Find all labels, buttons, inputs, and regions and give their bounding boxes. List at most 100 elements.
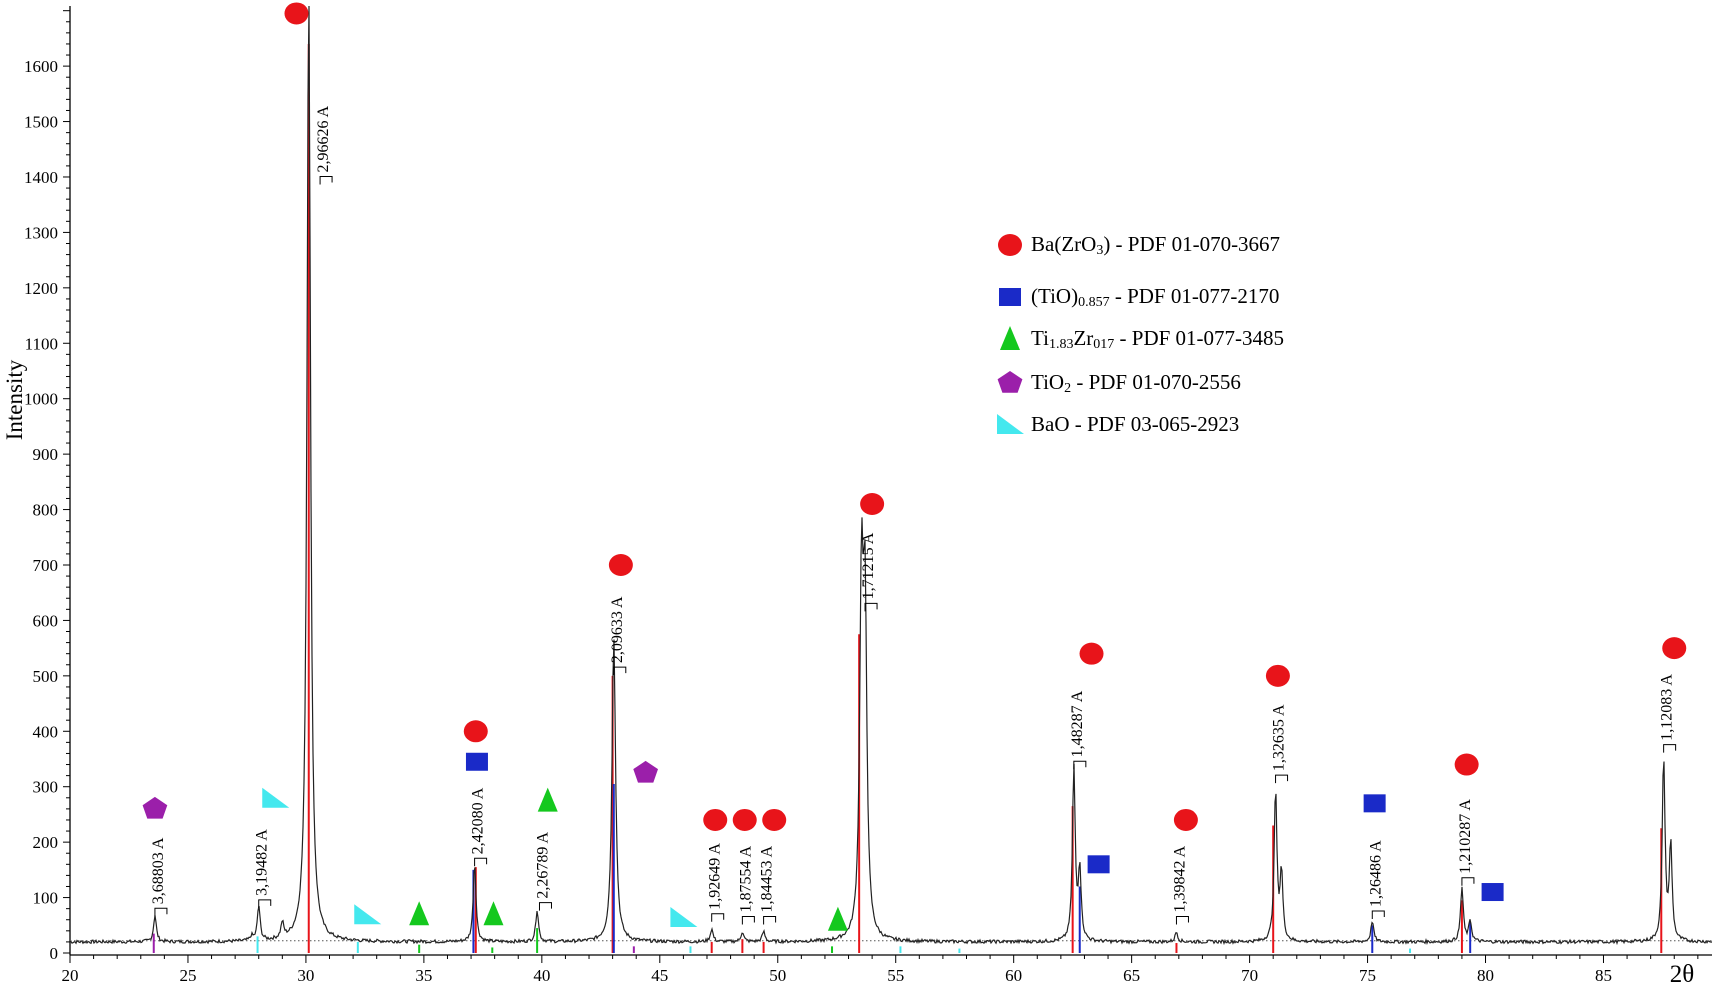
peak-label-bracket [1371, 910, 1385, 919]
x-tick-label: 80 [1477, 966, 1494, 984]
legend-text: - PDF 01-077-3485 [1114, 325, 1285, 350]
legend-wedge-icon [997, 414, 1024, 434]
legend-subscript: 2 [1064, 380, 1072, 396]
triangle-marker [483, 901, 504, 926]
x-tick-label: 45 [651, 966, 668, 984]
legend-subscript: 017 [1093, 336, 1115, 352]
legend-subscript: 1.83 [1048, 336, 1074, 352]
peak-label: 1,32635 A [1271, 704, 1288, 771]
circle-marker [608, 553, 633, 576]
pentagon-marker [633, 760, 658, 783]
circle-marker [860, 493, 885, 516]
circle-marker [762, 808, 787, 831]
legend-subscript: 0.857 [1078, 294, 1110, 310]
square-marker [465, 752, 488, 771]
circle-marker [1454, 753, 1479, 776]
wedge-marker [354, 904, 382, 925]
legend-text: TiO [1031, 369, 1065, 394]
x-tick-label: 40 [533, 966, 550, 984]
legend-text: Ti [1031, 325, 1049, 350]
legend-circle-icon [998, 234, 1022, 256]
legend-symbol [997, 371, 1023, 393]
y-tick-label: 800 [33, 501, 59, 520]
circle-marker [1079, 642, 1104, 665]
y-tick-label: 900 [33, 445, 59, 464]
peak-label: 1,210287 A [1457, 799, 1474, 874]
legend-label: BaO - PDF 03-065-2923 [1031, 412, 1239, 437]
circle-marker [463, 720, 488, 743]
square-marker [1087, 855, 1110, 874]
legend-text: Ba(ZrO [1031, 231, 1097, 256]
y-axis-label: Intensity [2, 359, 27, 440]
legend-symbol [999, 288, 1021, 306]
triangle-marker [409, 901, 430, 926]
x-tick-label: 60 [1005, 966, 1022, 984]
peak-label: 2,96626 A [315, 105, 332, 172]
peak-label: 1,92649 A [707, 843, 724, 910]
peak-label-bracket [258, 899, 272, 908]
circle-marker [1662, 637, 1687, 660]
peak-label: 3,19482 A [254, 829, 271, 896]
x-tick-label: 70 [1241, 966, 1258, 984]
y-tick-label: 1200 [24, 279, 58, 298]
legend-entry: TiO2 - PDF 01-070-2556 [995, 369, 1241, 397]
x-tick-label: 55 [887, 966, 904, 984]
peak-label: 1,84453 A [759, 845, 776, 912]
peak-label-bracket [741, 916, 755, 925]
legend-symbol [997, 414, 1024, 434]
x-tick-label: 20 [62, 966, 79, 984]
legend-label: Ba(ZrO3) - PDF 01-070-3667 [1031, 232, 1280, 259]
legend-label: Ti1.83Zr017 - PDF 01-077-3485 [1031, 326, 1284, 353]
y-tick-label: 600 [33, 611, 59, 630]
peak-label-bracket [474, 857, 488, 867]
legend-text: - PDF 01-070-2556 [1071, 369, 1241, 394]
peak-label: 2,26789 A [534, 832, 551, 899]
legend-square-icon [999, 288, 1021, 306]
square-marker [1363, 794, 1386, 813]
legend-triangle-icon [1000, 326, 1020, 350]
legend-text: Zr [1073, 325, 1094, 350]
peak-label: 1,71215 A [860, 532, 877, 599]
y-tick-label: 500 [33, 667, 59, 686]
y-tick-label: 1600 [24, 57, 58, 76]
x-tick-label: 85 [1595, 966, 1612, 984]
pentagon-marker [142, 796, 168, 819]
y-tick-label: 1500 [24, 113, 58, 132]
legend-pentagon-icon [997, 371, 1023, 393]
y-tick-label: 200 [33, 833, 59, 852]
x-tick-label: 50 [769, 966, 786, 984]
peak-label-bracket [1663, 744, 1677, 753]
peak-label: 1,87554 A [737, 845, 754, 912]
peak-label: 2,09633 A [609, 596, 626, 663]
legend-label: TiO2 - PDF 01-070-2556 [1031, 370, 1241, 397]
y-tick-label: 100 [33, 889, 59, 908]
legend-symbol [998, 234, 1022, 256]
circle-marker [703, 808, 728, 831]
y-tick-label: 0 [50, 944, 59, 963]
triangle-marker [827, 906, 848, 931]
peak-label-bracket [763, 916, 777, 925]
x-axis-label: 2θ [1670, 961, 1694, 984]
legend-symbol [1000, 326, 1020, 350]
y-tick-label: 1000 [24, 390, 58, 409]
peak-label-bracket [1275, 774, 1289, 784]
y-tick-label: 1400 [24, 168, 58, 187]
xrd-trace [69, 5, 1713, 946]
circle-marker [1265, 664, 1290, 687]
circle-marker [1173, 808, 1198, 831]
legend-entry: BaO - PDF 03-065-2923 [995, 410, 1239, 438]
legend-text: - PDF 01-077-2170 [1109, 283, 1280, 308]
x-tick-label: 65 [1123, 966, 1140, 984]
y-tick-label: 700 [33, 556, 59, 575]
circle-marker [732, 808, 757, 831]
peak-label-bracket [613, 666, 627, 676]
legend-entry: Ba(ZrO3) - PDF 01-070-3667 [995, 231, 1280, 259]
x-tick-label: 35 [415, 966, 432, 984]
legend-entry: Ti1.83Zr017 - PDF 01-077-3485 [995, 325, 1284, 353]
legend-subscript: 3 [1096, 242, 1104, 258]
legend-text: (TiO) [1031, 283, 1079, 308]
peak-label-bracket [538, 902, 552, 911]
wedge-marker [262, 787, 290, 808]
